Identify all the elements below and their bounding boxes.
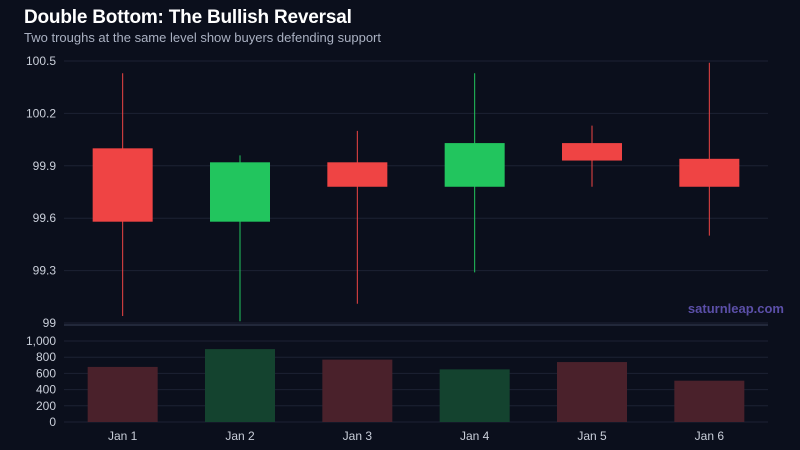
candle [679,62,740,236]
volume-tick-label: 800 [36,350,56,364]
volume-layer [87,349,745,422]
volume-bar [205,349,275,422]
price-tick-label: 99.6 [33,211,57,225]
x-tick-label: Jan 6 [695,429,725,443]
price-tick-label: 99.3 [33,264,57,278]
candle-body [210,162,270,222]
volume-bar [322,359,393,422]
volume-tick-label: 0 [49,415,56,429]
price-tick-label: 100.2 [26,106,56,120]
volume-bar [439,369,510,422]
x-tick-label: Jan 5 [577,429,607,443]
x-tick-label: Jan 3 [343,429,373,443]
candle [92,73,153,317]
price-tick-label: 99 [43,316,57,330]
grid-layer [64,60,768,423]
chart-subtitle: Two troughs at the same level show buyer… [24,30,381,45]
chart-title: Double Bottom: The Bullish Reversal [24,7,352,28]
volume-tick-label: 1,000 [26,334,56,348]
watermark-text: saturnleap.com [688,301,784,316]
volume-axis: 1,000 800 600 400 200 0 [26,334,56,429]
candle-body [679,158,740,187]
volume-tick-label: 400 [36,383,56,397]
candle [562,125,622,187]
candle-body [327,162,388,187]
candle-body [444,143,505,187]
candle-body [562,143,622,161]
price-axis: 100.5 100.2 99.9 99.6 99.3 99 [26,54,56,330]
candle [210,155,270,322]
volume-bar [87,366,158,422]
price-tick-label: 100.5 [26,54,56,68]
x-tick-label: Jan 2 [225,429,255,443]
volume-tick-label: 600 [36,366,56,380]
x-axis: Jan 1 Jan 2 Jan 3 Jan 4 Jan 5 Jan 6 [108,429,724,443]
candle [327,130,388,304]
candle [444,73,505,273]
x-tick-label: Jan 4 [460,429,490,443]
volume-bar [557,362,627,422]
candle-body [92,148,153,222]
x-tick-label: Jan 1 [108,429,138,443]
volume-tick-label: 200 [36,399,56,413]
price-tick-label: 99.9 [33,159,57,173]
candles-layer [92,62,740,322]
volume-bar [674,380,745,422]
